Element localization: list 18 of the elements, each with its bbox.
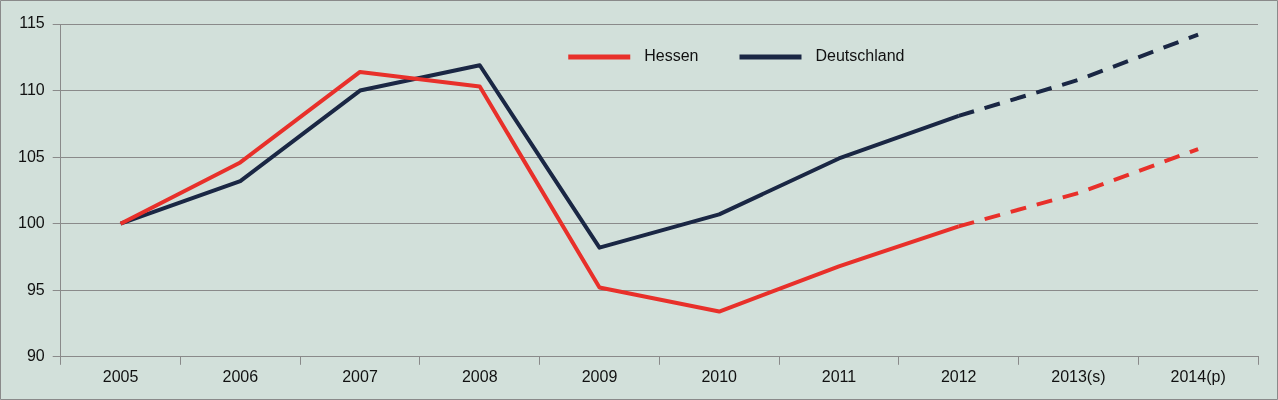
x-tick-label: 2007 xyxy=(342,367,378,385)
y-tick-label: 95 xyxy=(26,280,45,298)
y-tick-label: 105 xyxy=(17,147,45,165)
legend-label: Hessen xyxy=(644,47,699,65)
y-tick-label: 100 xyxy=(17,214,45,232)
x-tick-label: 2014(p) xyxy=(1170,367,1226,385)
x-tick-label: 2012 xyxy=(940,367,977,385)
x-tick-label: 2009 xyxy=(581,367,618,385)
x-tick-label: 2008 xyxy=(461,367,498,385)
legend-label: Deutschland xyxy=(815,47,905,65)
x-tick-label: 2010 xyxy=(701,367,738,385)
x-tick-label: 2005 xyxy=(102,367,139,385)
y-tick-label: 90 xyxy=(26,347,45,365)
y-tick-label: 110 xyxy=(19,80,45,98)
x-tick-label: 2013(s) xyxy=(1051,367,1106,385)
y-tick-label: 115 xyxy=(19,14,45,32)
x-tick-label: 2011 xyxy=(821,367,857,385)
x-tick-label: 2006 xyxy=(222,367,259,385)
